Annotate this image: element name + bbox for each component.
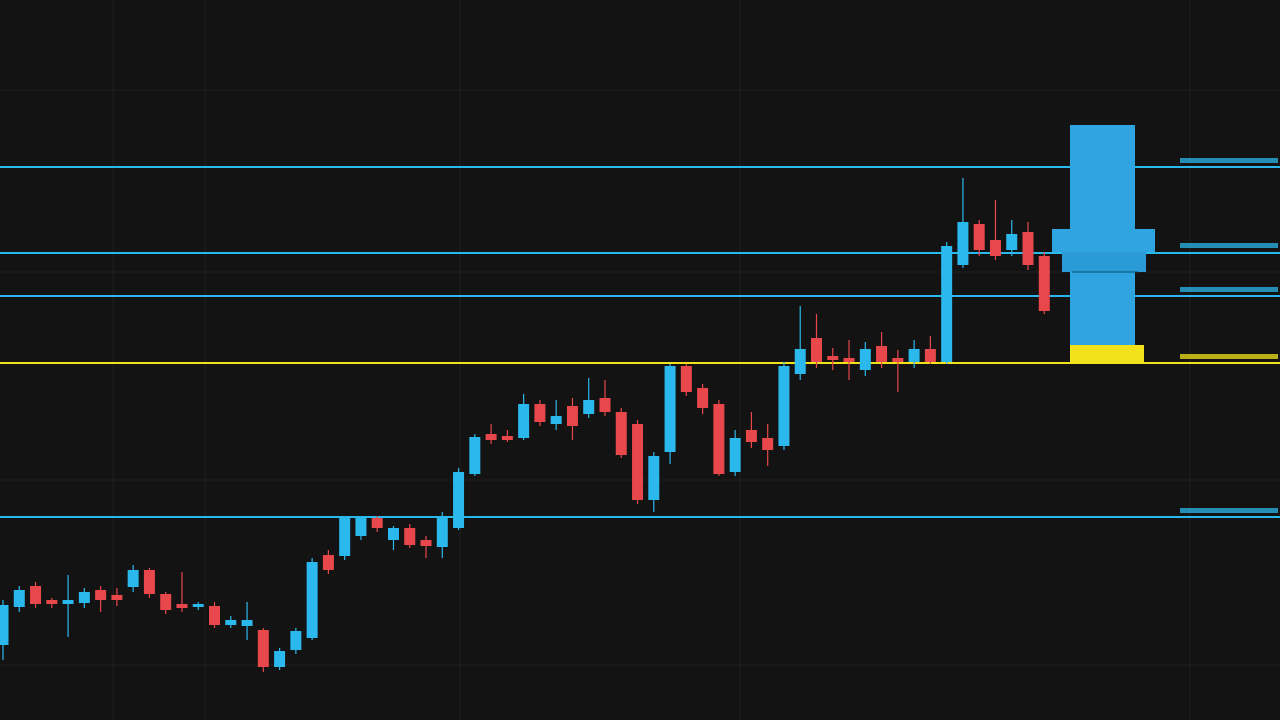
candle-body xyxy=(485,434,497,440)
profile-bar xyxy=(1052,229,1155,252)
candle-body xyxy=(534,404,546,422)
candle-body xyxy=(30,586,42,604)
candle-body xyxy=(160,594,172,610)
candle-body xyxy=(762,438,774,450)
candle-body xyxy=(973,224,985,250)
level-tags xyxy=(1180,158,1278,513)
candle-body xyxy=(599,398,611,412)
candle-body xyxy=(648,456,660,500)
candle-body xyxy=(371,518,383,528)
candle-body xyxy=(989,240,1001,256)
level-tag xyxy=(1180,354,1278,359)
candle-body xyxy=(453,472,465,528)
candle-body xyxy=(404,528,416,545)
candle-body xyxy=(127,570,139,587)
candle-body xyxy=(566,406,578,426)
candle-body xyxy=(1038,256,1050,311)
candle-body xyxy=(729,438,741,472)
candle-body xyxy=(518,404,530,438)
candle-body xyxy=(209,606,221,625)
candle-body xyxy=(664,366,676,452)
candle-body xyxy=(811,338,822,362)
candle-body xyxy=(176,604,188,608)
candle-body xyxy=(924,349,936,362)
candle-body xyxy=(420,540,432,546)
candle-body xyxy=(615,412,627,455)
candle-body xyxy=(843,358,855,362)
candle-body xyxy=(1006,234,1018,250)
candle-body xyxy=(387,528,399,540)
level-tag xyxy=(1180,508,1278,513)
candle-body xyxy=(501,436,513,440)
candle-body xyxy=(876,346,888,362)
level-tag xyxy=(1180,287,1278,292)
candle-body xyxy=(941,246,953,362)
candle-body xyxy=(859,349,871,370)
candle-body xyxy=(827,356,839,360)
candle-body xyxy=(908,349,920,362)
profile-bar xyxy=(1062,252,1146,272)
candle-body xyxy=(46,600,58,604)
candle-body xyxy=(95,590,107,600)
candle-body xyxy=(62,600,74,604)
candle-body xyxy=(257,630,269,667)
candle-body xyxy=(632,424,644,500)
candle-body xyxy=(550,416,562,424)
level-tag xyxy=(1180,158,1278,163)
candle-body xyxy=(192,604,204,607)
candle-body xyxy=(892,358,904,362)
candle-body xyxy=(697,388,709,408)
candle-body xyxy=(339,518,351,556)
candle-body xyxy=(225,620,237,625)
candle-body xyxy=(680,366,692,392)
candle-body xyxy=(469,437,481,474)
candle-body xyxy=(78,592,90,603)
candle-body xyxy=(0,605,9,645)
profile-bar xyxy=(1070,345,1144,362)
candle-body xyxy=(290,631,302,650)
candle-body xyxy=(436,516,448,547)
candle-body xyxy=(322,555,334,570)
candle-body xyxy=(355,518,367,536)
candles xyxy=(0,178,1050,672)
candle-body xyxy=(794,349,806,374)
candle-body xyxy=(1022,232,1034,265)
candle-body xyxy=(957,222,969,265)
candle-body xyxy=(143,570,155,594)
candle-body xyxy=(274,651,286,667)
level-tag xyxy=(1180,243,1278,248)
volume-profile xyxy=(1052,125,1155,362)
candle-body xyxy=(583,400,595,414)
candle-body xyxy=(745,430,757,442)
candle-body xyxy=(306,562,318,638)
candle-body xyxy=(713,404,725,474)
candle-body xyxy=(13,590,25,607)
candle-body xyxy=(241,620,253,626)
candle-body xyxy=(778,366,790,446)
candle-body xyxy=(111,595,123,600)
